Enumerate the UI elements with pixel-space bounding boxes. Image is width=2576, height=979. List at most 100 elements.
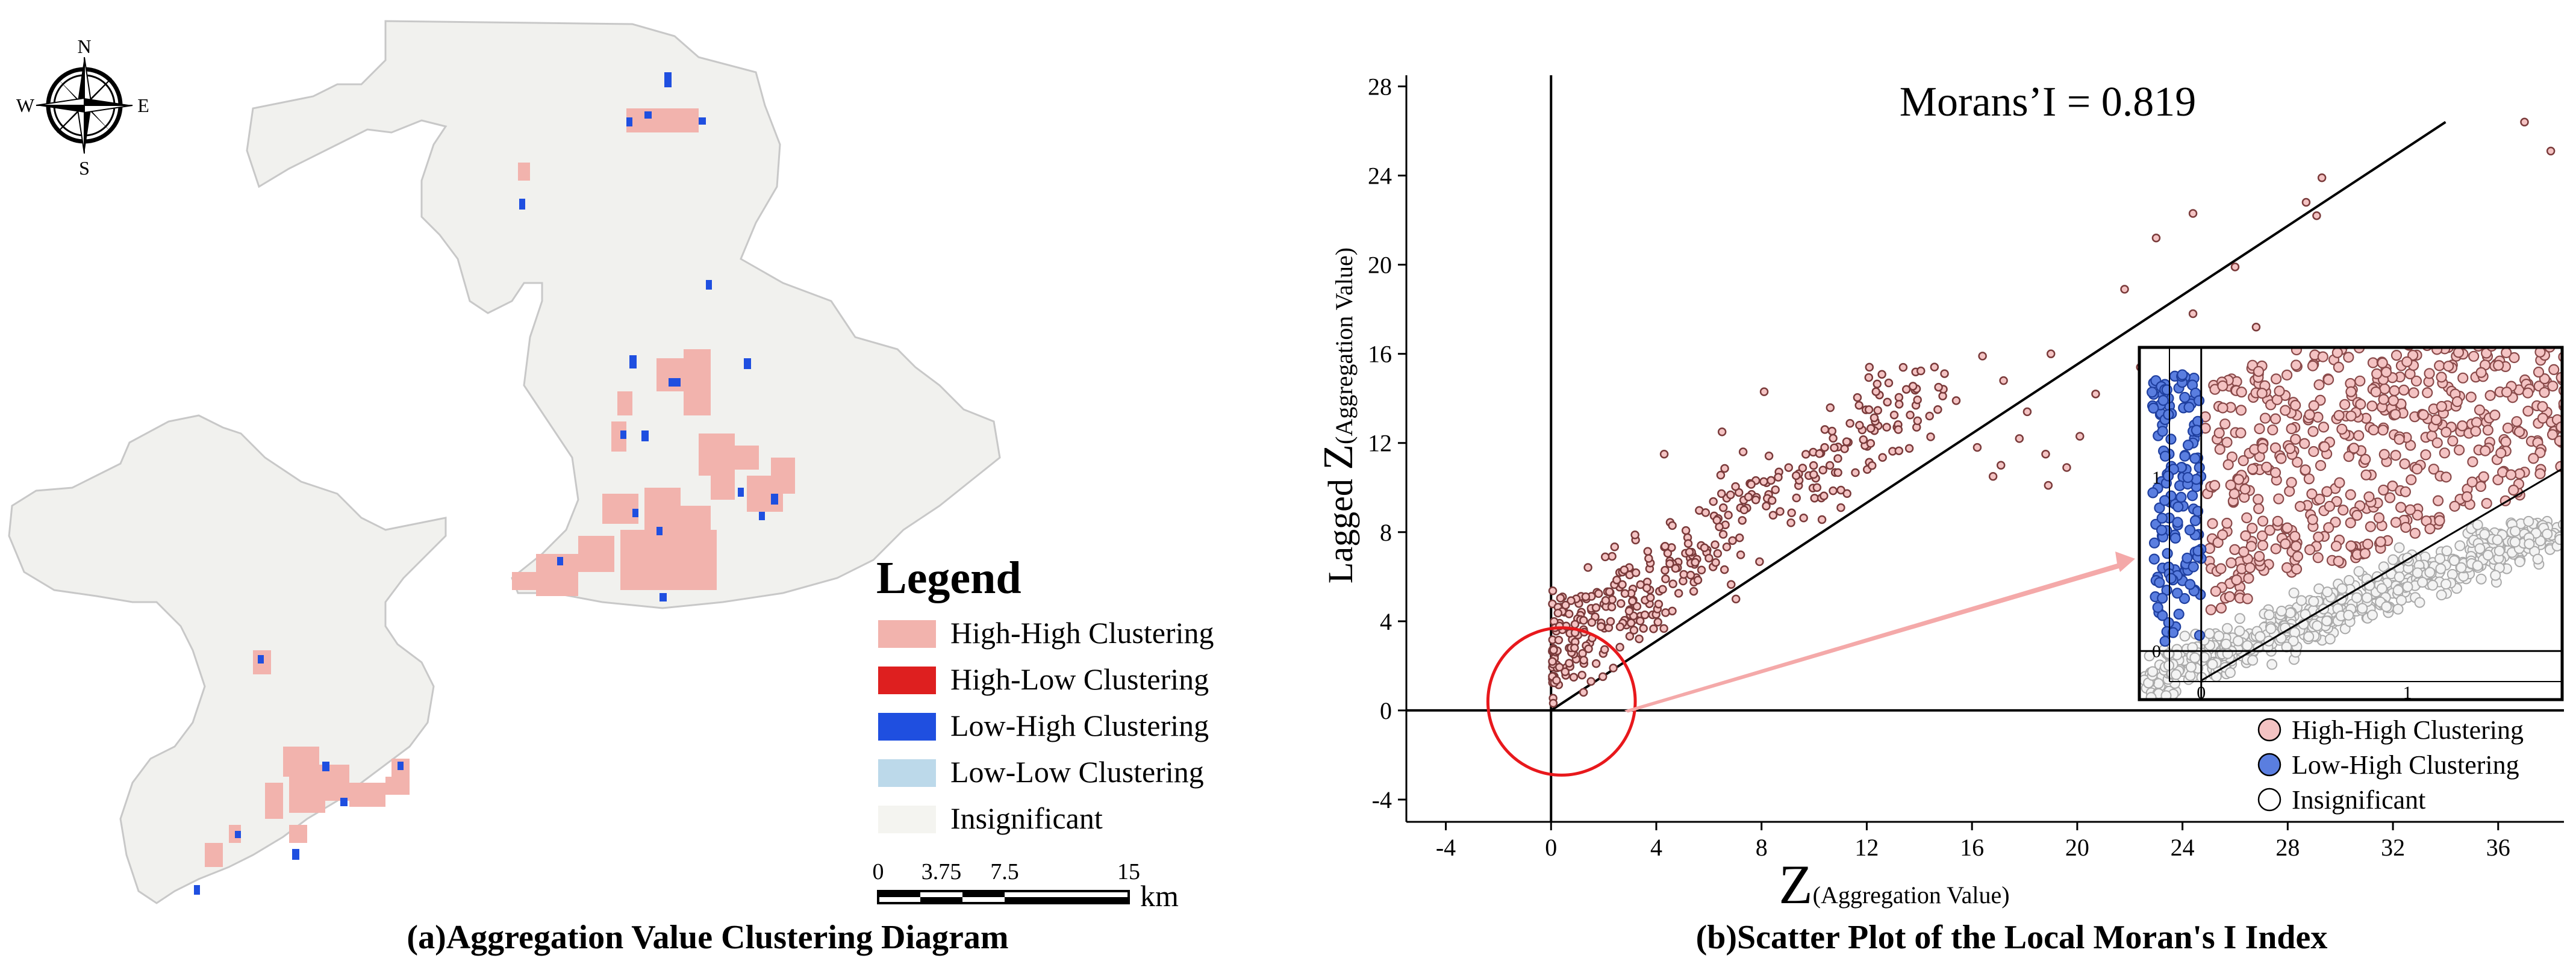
high-high-point xyxy=(2520,117,2529,126)
high-high-point xyxy=(1713,549,1723,558)
high-high-point xyxy=(1755,557,1764,567)
insignificant-point xyxy=(2510,526,2521,537)
high-high-point xyxy=(1883,397,1892,407)
high-high-point xyxy=(2343,451,2354,462)
x-tick-label: 12 xyxy=(1854,834,1879,861)
insignificant-point xyxy=(2474,543,2486,555)
high-high-point xyxy=(1718,530,1728,539)
high-high-point xyxy=(1904,444,1914,453)
high-high-point xyxy=(2289,530,2301,542)
scale-bar: 0 3.75 7.5 15 km xyxy=(873,859,1179,913)
high-high-point xyxy=(2225,557,2237,568)
high-high-point xyxy=(1683,539,1693,548)
high-high-point xyxy=(1720,464,1729,473)
high-high-point xyxy=(1809,470,1818,479)
high-high-point xyxy=(2041,450,2050,459)
high-high-point xyxy=(2390,517,2402,528)
high-high-patch xyxy=(578,536,614,572)
high-high-point xyxy=(2412,463,2423,475)
high-high-point xyxy=(2345,489,2356,500)
high-high-point xyxy=(1926,432,1935,441)
high-high-point xyxy=(2304,544,2316,556)
high-high-point xyxy=(2489,409,2501,421)
high-high-point xyxy=(2389,385,2400,397)
insignificant-point xyxy=(2204,628,2215,639)
high-high-point xyxy=(1759,477,1768,486)
high-high-point xyxy=(2534,296,2543,306)
high-high-point xyxy=(2471,282,2481,291)
high-high-point xyxy=(2424,523,2436,535)
high-high-point xyxy=(1812,483,1822,492)
high-high-point xyxy=(2533,281,2543,290)
low-high-point xyxy=(2184,524,2196,536)
high-high-point xyxy=(1579,616,1588,625)
compass-point-east xyxy=(84,98,133,105)
insignificant-point xyxy=(2482,550,2493,561)
high-high-point xyxy=(2304,409,2315,420)
high-high-point xyxy=(2378,394,2389,405)
high-high-point xyxy=(2375,536,2386,547)
inset-x-tick-label: 0 xyxy=(2197,683,2206,703)
high-high-point xyxy=(2409,299,2419,309)
high-high-point xyxy=(2432,495,2444,506)
legend-swatch-0 xyxy=(878,620,936,648)
low-high-patch xyxy=(620,430,626,439)
legend-swatch-2 xyxy=(878,713,936,741)
high-high-point xyxy=(2235,427,2247,439)
high-high-point xyxy=(1894,425,1903,434)
high-high-point xyxy=(2286,477,2297,488)
high-high-point xyxy=(1747,480,1756,489)
high-high-point xyxy=(1594,589,1603,598)
legend-label-4: Insignificant xyxy=(950,801,1103,835)
high-high-point xyxy=(1868,461,1877,470)
high-high-point xyxy=(2222,459,2234,470)
insignificant-point xyxy=(2475,573,2487,585)
high-high-point xyxy=(1552,676,1561,685)
low-high-point xyxy=(2165,573,2177,584)
high-high-point xyxy=(1930,362,1939,371)
high-high-point xyxy=(2244,562,2256,574)
high-high-point xyxy=(2348,443,2360,454)
high-high-point xyxy=(2324,500,2335,512)
high-high-point xyxy=(2318,421,2330,433)
high-high-point xyxy=(2409,527,2421,539)
insignificant-point xyxy=(2441,545,2453,557)
high-high-point xyxy=(2331,347,2343,358)
high-high-point xyxy=(1671,564,1680,573)
insignificant-point xyxy=(2185,661,2197,673)
high-high-point xyxy=(2399,458,2410,470)
high-high-point xyxy=(2534,267,2543,277)
high-high-point xyxy=(2489,294,2499,304)
high-high-point xyxy=(2527,289,2536,299)
insignificant-point xyxy=(2412,567,2423,579)
scale-bar-segment xyxy=(1005,897,1129,903)
high-high-point xyxy=(2515,296,2524,305)
high-high-point xyxy=(2224,591,2236,603)
scale-bar-frame-outline xyxy=(877,890,1130,904)
high-high-point xyxy=(1792,493,1801,503)
high-high-point xyxy=(2345,540,2357,552)
high-high-point xyxy=(2292,550,2304,562)
high-high-patch xyxy=(711,476,735,500)
high-high-point xyxy=(2378,449,2390,460)
high-high-point xyxy=(1570,620,1580,629)
high-high-point xyxy=(1877,370,1886,379)
high-high-point xyxy=(2436,371,2447,383)
high-high-point xyxy=(1668,579,1677,588)
high-high-point xyxy=(2480,282,2490,292)
high-high-point xyxy=(2301,197,2311,207)
high-high-point xyxy=(2453,347,2465,358)
low-high-point xyxy=(2162,548,2173,559)
high-high-point xyxy=(1871,387,1880,396)
high-high-point xyxy=(1579,688,1588,697)
high-high-point xyxy=(2560,279,2569,288)
highlight-circle xyxy=(1486,626,1637,777)
high-high-point xyxy=(1718,503,1728,512)
low-high-point xyxy=(2185,579,2196,590)
high-high-point xyxy=(2221,517,2233,529)
scale-bar-segment xyxy=(878,891,920,897)
low-high-point xyxy=(2157,610,2168,621)
high-high-point xyxy=(2312,211,2321,220)
high-high-point xyxy=(2333,332,2342,341)
legend-swatch-1 xyxy=(878,667,936,694)
